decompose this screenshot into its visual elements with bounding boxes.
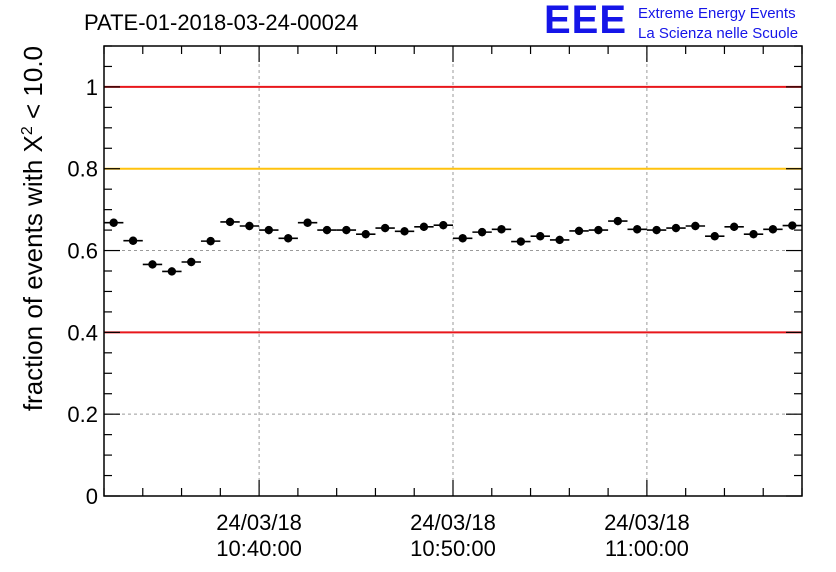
- data-point: [729, 222, 739, 232]
- data-point: [361, 229, 370, 239]
- data-point: [458, 234, 467, 243]
- data-point: [225, 217, 235, 227]
- data-point: [555, 235, 564, 245]
- data-point: [206, 236, 215, 246]
- data-point: [148, 260, 157, 269]
- y-tick-label: 1: [86, 75, 98, 100]
- y-axis-label-superscript: 2: [19, 126, 36, 135]
- data-point: [109, 218, 118, 227]
- x-tick-label-time: 10:40:00: [216, 536, 302, 561]
- eee-logo-mark: EEE: [544, 0, 628, 42]
- y-tick-label: 0.2: [67, 402, 98, 427]
- y-tick-label: 0.6: [67, 239, 98, 264]
- data-point: [691, 221, 700, 231]
- data-point: [283, 234, 293, 243]
- y-axis-label: fraction of events with X2 < 10.0: [18, 46, 48, 411]
- data-point: [536, 232, 545, 241]
- data-point: [671, 223, 681, 233]
- data-point: [264, 225, 274, 235]
- data-point: [439, 220, 448, 230]
- data-point: [322, 225, 332, 235]
- data-point: [574, 226, 584, 236]
- data-point: [303, 218, 312, 227]
- data-point: [516, 237, 526, 246]
- data-point: [613, 216, 623, 226]
- data-point: [632, 225, 642, 234]
- eee-logo-line1: Extreme Energy Events: [638, 5, 796, 22]
- y-tick-label: 0: [86, 484, 98, 509]
- y-axis-label-prefix: fraction of events with X: [18, 135, 48, 411]
- data-point: [788, 221, 797, 230]
- data-point: [749, 229, 758, 239]
- data-point: [245, 221, 254, 231]
- data-point: [477, 227, 487, 237]
- eee-logo-line2: La Scienza nelle Scuole: [638, 25, 799, 42]
- data-point: [400, 227, 409, 236]
- data-point: [187, 257, 196, 267]
- data-point: [380, 223, 390, 233]
- data-point: [167, 267, 177, 276]
- x-tick-label-time: 11:00:00: [605, 536, 689, 561]
- y-axis-label-suffix: < 10.0: [18, 46, 48, 126]
- data-point: [497, 225, 506, 234]
- x-tick-label-date: 24/03/18: [604, 510, 690, 535]
- x-tick-label-date: 24/03/18: [410, 510, 496, 535]
- eee-logo: EEE Extreme Energy Events La Scienza nel…: [544, 0, 834, 46]
- y-tick-label: 0.8: [67, 157, 98, 182]
- data-point: [652, 225, 661, 235]
- data-point: [419, 222, 429, 232]
- x-tick-label-time: 10:50:00: [410, 536, 496, 561]
- data-point: [594, 225, 603, 235]
- data-point: [128, 236, 138, 245]
- chart-title: PATE-01-2018-03-24-00024: [84, 10, 359, 35]
- data-point: [342, 225, 351, 235]
- x-tick-label-date: 24/03/18: [216, 510, 302, 535]
- data-point: [768, 225, 778, 234]
- data-point: [710, 232, 719, 241]
- y-tick-label: 0.4: [67, 320, 98, 345]
